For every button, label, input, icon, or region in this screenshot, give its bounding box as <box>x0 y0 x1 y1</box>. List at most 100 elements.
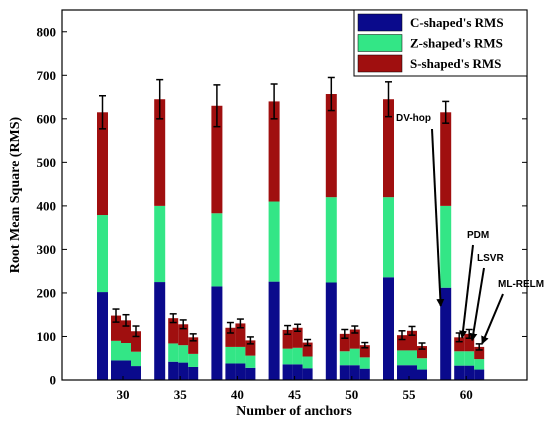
bar-segment-c-shaped-s-rms <box>464 365 475 380</box>
annotation-label: LSVR <box>477 253 504 264</box>
bar-segment-s-shaped-s-rms <box>245 340 256 356</box>
bar-segment-c-shaped-s-rms <box>282 364 293 380</box>
bar-segment-z-shaped-s-rms <box>211 213 223 287</box>
bar-segment-c-shaped-s-rms <box>225 363 236 380</box>
bars-layer <box>97 94 485 380</box>
bar-segment-c-shaped-s-rms <box>154 282 166 380</box>
bar-segment-s-shaped-s-rms <box>268 101 280 202</box>
bar-segment-c-shaped-s-rms <box>245 367 256 380</box>
bar-segment-c-shaped-s-rms <box>268 281 280 380</box>
bar-segment-c-shaped-s-rms <box>339 365 350 380</box>
x-tick-label: 35 <box>174 387 188 402</box>
bar-segment-s-shaped-s-rms <box>474 346 485 360</box>
bar-segment-s-shaped-s-rms <box>211 105 223 214</box>
y-tick-label: 100 <box>37 329 57 344</box>
bar-segment-c-shaped-s-rms <box>121 360 131 380</box>
bar-segment-z-shaped-s-rms <box>339 351 350 366</box>
y-tick-label: 500 <box>37 155 57 170</box>
bar-segment-c-shaped-s-rms <box>325 282 337 380</box>
y-tick-label: 300 <box>37 242 57 257</box>
bar-segment-c-shaped-s-rms <box>383 277 394 380</box>
bar-segment-c-shaped-s-rms <box>178 362 189 380</box>
bar-segment-z-shaped-s-rms <box>474 359 485 370</box>
bar-segment-c-shaped-s-rms <box>397 365 407 380</box>
annotations-layer: DV-hop PDM LSVR ML-RELM <box>396 113 544 345</box>
bar-segment-c-shaped-s-rms <box>349 365 360 380</box>
bar-segment-s-shaped-s-rms <box>121 320 131 343</box>
bar-segment-c-shaped-s-rms <box>417 369 427 380</box>
error-bars-layer <box>99 76 483 351</box>
bar-segment-c-shaped-s-rms <box>292 364 303 380</box>
bar-segment-c-shaped-s-rms <box>235 363 246 380</box>
bar-segment-z-shaped-s-rms <box>325 197 337 283</box>
x-axis-title: Number of anchors <box>236 404 352 419</box>
x-tick-label: 55 <box>403 387 417 402</box>
bar-segment-z-shaped-s-rms <box>359 357 370 369</box>
bar-segment-z-shaped-s-rms <box>292 347 303 365</box>
y-tick-label: 200 <box>37 285 57 300</box>
bar-segment-s-shaped-s-rms <box>282 329 293 349</box>
annotation-arrow <box>481 293 504 345</box>
bar-segment-s-shaped-s-rms <box>178 324 189 346</box>
bar-segment-z-shaped-s-rms <box>349 348 360 366</box>
bar-segment-c-shaped-s-rms <box>359 368 370 380</box>
bar-segment-s-shaped-s-rms <box>154 99 166 206</box>
bar-segment-s-shaped-s-rms <box>349 329 360 349</box>
bar-segment-s-shaped-s-rms <box>464 333 475 352</box>
bar-segment-z-shaped-s-rms <box>188 353 199 367</box>
bar-segment-c-shaped-s-rms <box>168 361 179 380</box>
bar-segment-z-shaped-s-rms <box>397 350 407 366</box>
bar-segment-c-shaped-s-rms <box>440 287 452 380</box>
bar-segment-s-shaped-s-rms <box>111 315 121 341</box>
x-tick-label: 40 <box>231 387 244 402</box>
bar-segment-s-shaped-s-rms <box>325 94 337 198</box>
bar-segment-z-shaped-s-rms <box>121 343 131 361</box>
annotation-label: ML-RELM <box>498 279 544 290</box>
legend-label: Z-shaped's RMS <box>410 36 503 51</box>
bar-segment-z-shaped-s-rms <box>178 345 189 363</box>
bar-segment-z-shaped-s-rms <box>464 351 475 366</box>
bar-segment-s-shaped-s-rms <box>454 337 465 352</box>
bar-segment-c-shaped-s-rms <box>454 365 465 380</box>
bar-segment-z-shaped-s-rms <box>440 205 452 288</box>
bar-segment-s-shaped-s-rms <box>397 335 407 351</box>
bar-segment-c-shaped-s-rms <box>302 368 313 380</box>
bar-segment-z-shaped-s-rms <box>282 348 293 365</box>
bar-segment-c-shaped-s-rms <box>111 360 121 380</box>
annotation-label: PDM <box>467 230 489 241</box>
bar-segment-s-shaped-s-rms <box>417 346 427 359</box>
legend-swatch <box>357 13 403 32</box>
y-tick-label: 0 <box>50 373 57 388</box>
bar-segment-z-shaped-s-rms <box>225 346 236 364</box>
bar-segment-c-shaped-s-rms <box>407 365 417 380</box>
bar-segment-c-shaped-s-rms <box>188 366 199 380</box>
legend-swatch <box>357 34 403 52</box>
bar-segment-s-shaped-s-rms <box>97 112 108 216</box>
bar-segment-s-shaped-s-rms <box>339 333 350 352</box>
bar-segment-c-shaped-s-rms <box>211 286 223 380</box>
bar-segment-s-shaped-s-rms <box>407 330 417 351</box>
legend-label: C-shaped's RMS <box>410 15 504 30</box>
annotation-arrow <box>459 244 474 339</box>
legend-label: S-shaped's RMS <box>410 56 501 71</box>
bar-segment-s-shaped-s-rms <box>131 331 141 352</box>
bar-segment-c-shaped-s-rms <box>97 292 108 380</box>
legend-swatch <box>357 54 403 73</box>
annotation-label: DV-hop <box>396 113 431 124</box>
bar-segment-c-shaped-s-rms <box>131 366 141 380</box>
y-tick-label: 400 <box>37 198 57 213</box>
y-tick-label: 600 <box>37 111 57 126</box>
bar-segment-z-shaped-s-rms <box>417 358 427 370</box>
bar-segment-z-shaped-s-rms <box>235 346 246 364</box>
y-tick-label: 700 <box>37 68 57 83</box>
y-axis-title: Root Mean Square (RMS) <box>8 116 23 273</box>
legend: C-shaped's RMS Z-shaped's RMS S-shaped's R… <box>353 9 528 77</box>
bar-segment-c-shaped-s-rms <box>474 369 485 380</box>
bar-segment-z-shaped-s-rms <box>97 215 108 293</box>
y-tick-label: 800 <box>37 24 57 39</box>
bar-segment-s-shaped-s-rms <box>235 323 246 347</box>
bar-segment-z-shaped-s-rms <box>407 350 417 366</box>
bar-segment-s-shaped-s-rms <box>292 327 303 348</box>
bar-segment-z-shaped-s-rms <box>131 351 141 367</box>
